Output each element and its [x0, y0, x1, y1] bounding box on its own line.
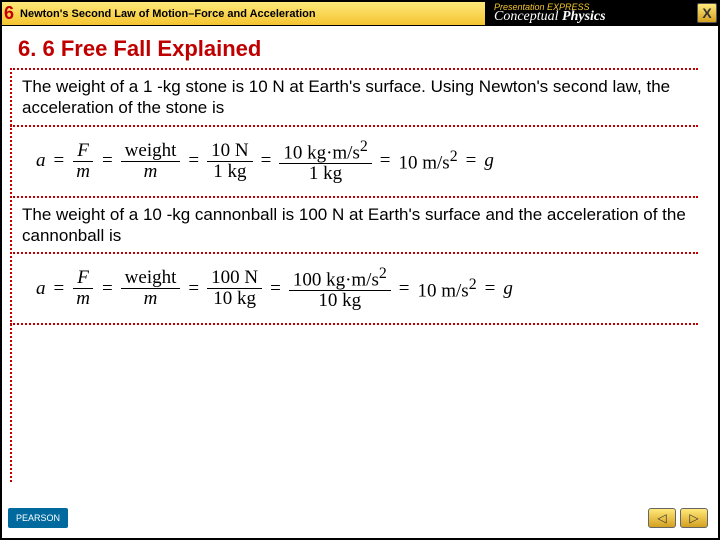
equation-2: a = F m = weight m = 100 N 10 kg = 100 k…	[36, 266, 698, 311]
eq1-g: g	[484, 150, 494, 172]
section-heading: 6. 6 Free Fall Explained	[18, 36, 698, 62]
dotted-rule-2	[10, 125, 698, 127]
eq1-10kgms2: 10 kg·m/s2	[279, 139, 371, 164]
eq2-10kg-b: 10 kg	[314, 291, 365, 311]
eq1-10n: 10 N	[207, 141, 252, 162]
equals-icon: =	[188, 278, 199, 300]
eq1-frac-kgms2: 10 kg·m/s2 1 kg	[279, 139, 371, 184]
eq1-weight: weight	[121, 141, 181, 162]
paragraph-2: The weight of a 10 -kg cannonball is 100…	[22, 204, 698, 247]
brand-express: Presentation EXPRESS	[494, 2, 590, 12]
nav-controls: ◁ ▷	[648, 508, 708, 528]
paragraph-1: The weight of a 1 -kg stone is 10 N at E…	[22, 76, 698, 119]
close-icon: X	[702, 5, 711, 21]
chevron-right-icon: ▷	[689, 511, 698, 525]
pearson-logo: PEARSON	[8, 508, 68, 528]
dotted-rule-vertical	[10, 68, 12, 482]
section-title-text: Free Fall Explained	[61, 36, 262, 61]
eq1-frac-Fm: F m	[72, 141, 94, 182]
equals-icon: =	[261, 150, 272, 172]
content-area: 6. 6 Free Fall Explained The weight of a…	[2, 26, 718, 502]
equals-icon: =	[102, 150, 113, 172]
equals-icon: =	[485, 278, 496, 300]
eq1-kgms2-text: 10 kg·m/s	[283, 142, 360, 163]
chapter-title: Newton's Second Law of Motion–Force and …	[20, 8, 316, 20]
eq2-weight: weight	[121, 268, 181, 289]
eq2-result-text: 10 m/s	[417, 280, 468, 301]
dotted-rule-3	[10, 196, 698, 198]
eq2-result: 10 m/s2	[417, 276, 476, 302]
eq2-100n: 100 N	[207, 268, 262, 289]
footer-bar: PEARSON ◁ ▷	[2, 502, 718, 538]
equation-1: a = F m = weight m = 10 N 1 kg = 10 kg·m…	[36, 139, 698, 184]
dotted-rule-4	[10, 252, 698, 254]
top-bar: 6 Newton's Second Law of Motion–Force an…	[2, 2, 718, 26]
eq1-result-text: 10 m/s	[398, 152, 449, 173]
eq2-a: a	[36, 278, 46, 300]
eq2-g: g	[503, 278, 513, 300]
eq2-m2: m	[144, 288, 158, 309]
eq1-frac-10n: 10 N 1 kg	[207, 141, 252, 182]
equals-icon: =	[399, 278, 410, 300]
eq2-m: m	[76, 288, 90, 309]
eq1-a: a	[36, 150, 46, 172]
next-button[interactable]: ▷	[680, 508, 708, 528]
equals-icon: =	[54, 150, 65, 172]
eq1-1kg-b: 1 kg	[305, 164, 346, 184]
equals-icon: =	[270, 278, 281, 300]
chapter-band: 6 Newton's Second Law of Motion–Force an…	[2, 2, 486, 25]
eq2-frac-Fm: F m	[72, 268, 94, 309]
equals-icon: =	[102, 278, 113, 300]
eq2-100kgms2: 100 kg·m/s2	[289, 266, 391, 291]
slide: 6 Newton's Second Law of Motion–Force an…	[2, 2, 718, 538]
eq2-F: F	[77, 267, 89, 288]
eq2-frac-100n: 100 N 10 kg	[207, 268, 262, 309]
eq1-F: F	[77, 140, 89, 161]
eq2-frac-kgms2: 100 kg·m/s2 10 kg	[289, 266, 391, 311]
equals-icon: =	[466, 150, 477, 172]
eq1-m2: m	[144, 161, 158, 182]
eq1-m: m	[76, 161, 90, 182]
eq2-kgms2-text: 100 kg·m/s	[293, 270, 379, 291]
equals-icon: =	[380, 150, 391, 172]
dotted-rule-1	[10, 68, 698, 70]
eq1-result: 10 m/s2	[398, 148, 457, 174]
eq2-10kg: 10 kg	[209, 289, 260, 309]
close-button[interactable]: X	[697, 3, 717, 23]
section-number: 6. 6	[18, 36, 55, 61]
dotted-rule-5	[10, 323, 698, 325]
chevron-left-icon: ◁	[657, 511, 666, 525]
equals-icon: =	[54, 278, 65, 300]
eq2-frac-weight: weight m	[121, 268, 181, 309]
eq1-frac-weight: weight m	[121, 141, 181, 182]
prev-button[interactable]: ◁	[648, 508, 676, 528]
eq1-1kg: 1 kg	[209, 162, 250, 182]
chapter-number: 6	[4, 3, 14, 24]
equals-icon: =	[188, 150, 199, 172]
brand-band: Presentation EXPRESS Conceptual Physics …	[486, 2, 718, 25]
